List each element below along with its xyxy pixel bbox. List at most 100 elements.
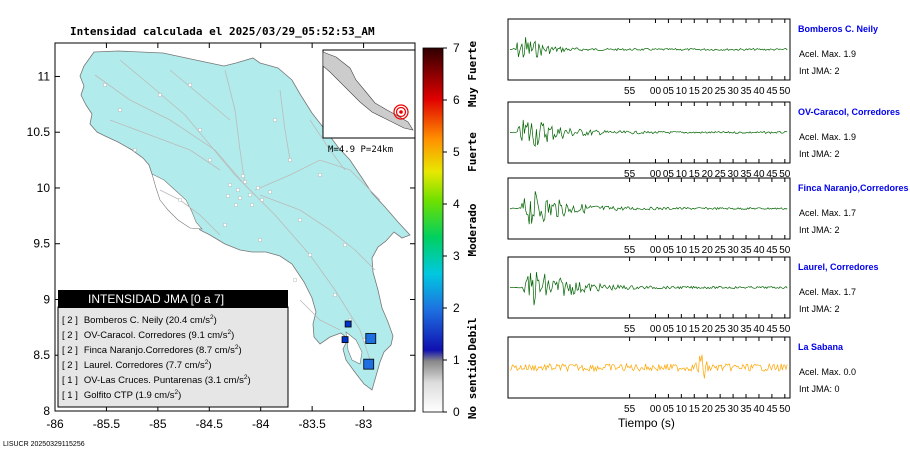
legend-row-jma: [ 2 ]: [62, 315, 78, 326]
seismogram-tick-label: 45: [766, 86, 778, 97]
town-dot: [103, 83, 107, 87]
colorbar-ticks: 0 1 2 3 4 5 6 7: [443, 41, 460, 419]
gulf-of-nicoya: [151, 173, 203, 230]
station-marker-jma-2: [365, 333, 377, 344]
station-name: Finca Naranjo,Corredores: [798, 183, 909, 193]
legend-row-jma: [ 1 ]: [62, 390, 78, 401]
town-dot: [118, 108, 122, 112]
town-dot: [243, 180, 247, 184]
map-y-tick-label: 11: [38, 69, 51, 83]
seismogram-tick-label: 00: [650, 404, 662, 415]
legend-row-4: [ 2 ] Laurel. Corredores (7.7 cm/s2): [62, 359, 212, 371]
seismogram-3: 55 00 05 10 15 20 25 30 35 40 45 50 Finca Naranjo,Co…: [507, 177, 909, 256]
seismogram-tick-label: 15: [689, 86, 701, 97]
map-x-tick-label: -84.5: [196, 417, 224, 431]
seismogram-tick-label: 40: [753, 404, 765, 415]
legend-row-station: Bomberos C. Neily (20.4 cm/s: [84, 315, 210, 326]
seismogram-tick-label: 35: [740, 169, 752, 180]
legend-row-unit-sup: 2: [227, 329, 231, 336]
map-y-tick-label: 8: [43, 404, 50, 418]
legend-row-station: OV-Caracol. Corredores (9.1 cm/s: [84, 330, 228, 341]
seismogram-tick-label: 45: [766, 169, 778, 180]
seismogram-2: 55 00 05 10 15 20 25 30 35 40 45 50 OV-Caracol, Corr…: [507, 101, 900, 180]
footer-id: LISUCR 20250329115256: [3, 441, 85, 448]
legend-row-unit-sup: 2: [205, 359, 209, 366]
station-marker-jma-1: [344, 320, 352, 328]
colorbar-categories: No sentido Debil Moderado Fuerte Muy Fuerte: [466, 41, 479, 420]
map-y-tick-label: 10: [37, 181, 51, 195]
legend-row-station: Laurel. Corredores (7.7 cm/s: [84, 360, 205, 371]
time-axis-label: Tiempo (s): [618, 416, 675, 430]
seismogram-tick-label: 00: [650, 245, 662, 256]
seismogram-tick-label: 30: [728, 86, 740, 97]
seismogram-tick-label: 30: [728, 169, 740, 180]
seismogram-tick-label: 20: [702, 245, 714, 256]
colorbar-tick-label: 4: [453, 197, 460, 211]
town-dot: [228, 183, 232, 187]
colorbar-tick-label: 1: [453, 353, 460, 367]
legend-row-6: [ 1 ] Golfito CTP (1.9 cm/s2): [62, 389, 181, 401]
town-markers: [103, 83, 367, 342]
legend-row-jma: [ 2 ]: [62, 330, 78, 341]
station-jma-intensity: Int JMA: 2: [799, 225, 840, 235]
inset-map: [322, 49, 416, 139]
seismogram-tick-label: 50: [779, 324, 791, 335]
seismogram-tick-label: 30: [728, 245, 740, 256]
town-dot: [208, 158, 212, 162]
station-max-acceleration: Acel. Max. 1.9: [799, 132, 856, 142]
map-y-tick-label: 9: [43, 292, 50, 306]
colorbar-tick-label: 7: [453, 41, 460, 55]
town-dot: [226, 194, 230, 198]
seismogram-tick-label: 30: [728, 324, 740, 335]
inset-magnitude-label: M=4.9 P=24km: [328, 145, 393, 155]
map-x-tick-label: -84: [252, 417, 270, 431]
seismogram-tick-label: 20: [702, 404, 714, 415]
town-dot: [256, 186, 260, 190]
seismogram-tick-label: 10: [676, 169, 688, 180]
legend-row-jma: [ 1 ]: [62, 375, 78, 386]
legend-row-close: ): [247, 375, 250, 386]
legend-row-jma: [ 2 ]: [62, 360, 78, 371]
seismogram-tick-label: 35: [740, 324, 752, 335]
colorbar-tick-label: 6: [453, 93, 460, 107]
seismogram-tick-label: 50: [779, 404, 791, 415]
epicenter-marker: [399, 110, 403, 114]
town-dot: [178, 198, 182, 202]
legend-row-jma: [ 2 ]: [62, 345, 78, 356]
seismogram-tick-label: 00: [650, 324, 662, 335]
seismogram-tick-label: 40: [753, 169, 765, 180]
map-y-tick-label: 10.5: [27, 125, 51, 139]
town-dot: [343, 243, 347, 247]
map-x-tick-label: -83.5: [298, 417, 326, 431]
station-jma-intensity: Int JMA: 2: [799, 149, 840, 159]
town-dot: [288, 158, 292, 162]
seismogram-trace: [509, 191, 788, 225]
town-dot: [273, 118, 277, 122]
colorbar-category-label: Moderado: [466, 203, 479, 256]
colorbar-gradient: [422, 47, 444, 413]
seismogram-tick-label: 10: [676, 324, 688, 335]
town-dot: [238, 196, 242, 200]
station-max-acceleration: Acel. Max. 1.9: [799, 49, 856, 59]
seismogram-tick-label: 25: [715, 169, 727, 180]
seismogram-tick-label: 50: [779, 86, 791, 97]
legend-rows: [ 2 ] Bomberos C. Neily (20.4 cm/s 2) [ 2 ]…: [62, 314, 251, 401]
seismogram-tick-label: 10: [676, 404, 688, 415]
station-name: Bomberos C. Neily: [798, 24, 878, 34]
seismogram-frame: [507, 336, 791, 399]
seismogram-trace: [510, 119, 788, 147]
legend-row-close: ): [214, 315, 217, 326]
legend-row-station: OV-Las Cruces. Puntarenas (3.1 cm/s: [84, 375, 244, 386]
station-max-acceleration: Acel. Max. 0.0: [799, 367, 856, 377]
station-max-acceleration: Acel. Max. 1.7: [799, 208, 856, 218]
seismogram-tick-label: 35: [740, 404, 752, 415]
seismogram-tick-label: 30: [728, 404, 740, 415]
legend-title-bar: [58, 290, 288, 308]
town-dot: [333, 293, 337, 297]
seismogram-tick-label: 55: [624, 86, 636, 97]
town-dot: [308, 253, 312, 257]
town-dot: [241, 174, 245, 178]
station-marker-jma-1: [341, 336, 349, 344]
